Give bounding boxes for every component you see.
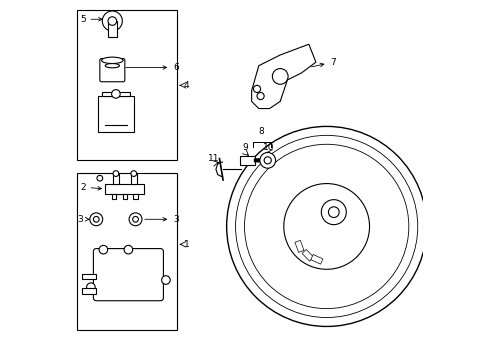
Circle shape [124,246,132,254]
Circle shape [132,216,138,222]
Bar [113,174,119,184]
Text: 11: 11 [208,154,220,163]
Bar [240,156,254,165]
Circle shape [111,90,120,98]
Circle shape [244,144,408,309]
Bar [294,240,304,252]
Circle shape [129,213,142,226]
Circle shape [259,153,275,168]
Bar [98,96,134,132]
Circle shape [93,216,99,222]
Text: 7: 7 [311,58,335,67]
Circle shape [99,246,107,254]
Bar [302,249,313,261]
Circle shape [235,135,417,318]
Text: 10: 10 [263,143,274,152]
FancyBboxPatch shape [100,59,124,82]
Circle shape [272,68,287,84]
Bar [108,21,116,37]
Bar [82,288,96,294]
Text: 1: 1 [183,240,189,249]
Bar [82,274,96,279]
FancyBboxPatch shape [93,249,163,301]
Text: 2: 2 [80,183,102,192]
Bar [131,174,136,184]
Text: 6: 6 [125,63,179,72]
Ellipse shape [102,57,123,64]
Circle shape [162,276,170,284]
Text: 5: 5 [80,15,102,24]
Circle shape [113,171,119,176]
Bar [112,194,116,199]
Circle shape [86,283,95,292]
Text: 8: 8 [258,127,264,136]
Bar [102,92,130,96]
Circle shape [257,93,264,100]
Bar [77,173,176,330]
Bar [122,194,127,199]
Circle shape [108,17,116,25]
Circle shape [328,207,339,217]
Circle shape [283,184,369,269]
Bar [105,184,144,194]
Circle shape [131,171,136,176]
Text: 3: 3 [77,215,89,224]
Ellipse shape [105,64,119,68]
Text: 9: 9 [242,143,247,152]
Text: 4: 4 [183,81,189,90]
Circle shape [102,11,122,31]
Circle shape [264,157,271,164]
Circle shape [90,213,102,226]
Circle shape [97,175,102,181]
Circle shape [253,85,260,93]
Bar [310,255,322,264]
Text: 3: 3 [144,215,179,224]
Circle shape [321,200,346,225]
Polygon shape [251,44,315,109]
Circle shape [226,126,426,327]
Bar [422,224,436,229]
Bar [77,10,176,160]
FancyArrow shape [254,158,264,163]
Bar [133,194,138,199]
